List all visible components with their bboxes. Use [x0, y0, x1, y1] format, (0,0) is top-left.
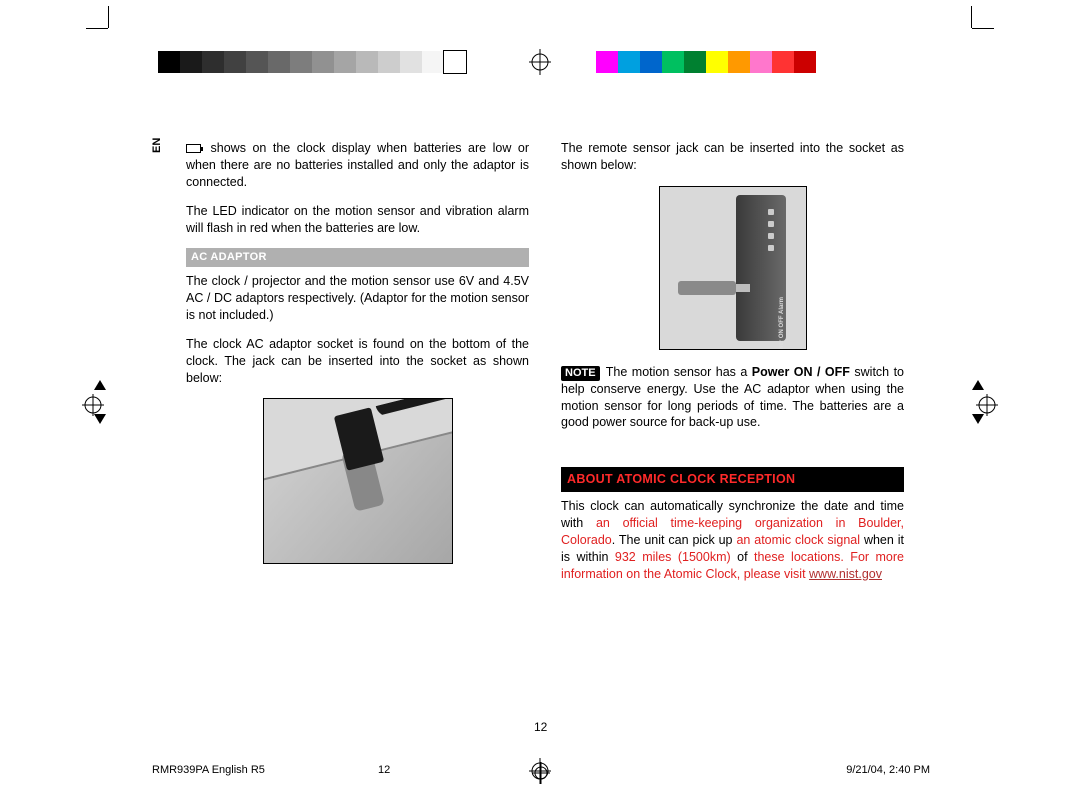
- language-badge: EN: [151, 135, 163, 153]
- trim-triangle: [972, 380, 984, 390]
- color-registration-bar: [596, 51, 816, 73]
- paragraph: shows on the clock display when batterie…: [186, 140, 529, 191]
- registration-target-left: [82, 394, 104, 416]
- paragraph: The clock / projector and the motion sen…: [186, 273, 529, 324]
- footer-doc-id: RMR939PA English R5: [152, 764, 265, 776]
- note-paragraph: NOTE The motion sensor has a Power ON / …: [561, 364, 904, 432]
- right-column: The remote sensor jack can be inserted i…: [561, 140, 904, 730]
- print-footer: RMR939PA English R5 12 9/21/04, 2:40 PM: [152, 764, 930, 776]
- note-chip: NOTE: [561, 366, 600, 381]
- footer-registration-icon: [532, 762, 550, 787]
- text-highlight: an atomic clock signal: [736, 533, 860, 547]
- trim-triangle: [94, 414, 106, 424]
- page-number: 12: [534, 720, 547, 734]
- paragraph: The clock AC adaptor socket is found on …: [186, 336, 529, 387]
- footer-timestamp: 9/21/04, 2:40 PM: [846, 764, 930, 776]
- registration-target-top: [529, 49, 551, 71]
- text-bold: Power ON / OFF: [752, 365, 850, 379]
- text: of: [731, 550, 754, 564]
- paragraph: This clock can automatically synchronize…: [561, 498, 904, 582]
- text: The motion sensor has a: [602, 365, 752, 379]
- link-nist[interactable]: www.nist.gov: [809, 567, 882, 581]
- registration-target-right: [976, 394, 998, 416]
- paragraph: The LED indicator on the motion sensor a…: [186, 203, 529, 237]
- figure-clock-adaptor-socket: [263, 398, 453, 564]
- section-heading-ac-adaptor: AC ADAPTOR: [186, 248, 529, 267]
- figure-remote-sensor-jack: DC4.5V ON OFF Power ON OFF Alarm: [659, 186, 807, 350]
- page-content: shows on the clock display when batterie…: [186, 140, 904, 730]
- trim-triangle: [972, 414, 984, 424]
- trim-triangle: [94, 380, 106, 390]
- text: shows on the clock display when batterie…: [186, 141, 529, 189]
- paragraph: The remote sensor jack can be inserted i…: [561, 140, 904, 174]
- left-column: shows on the clock display when batterie…: [186, 140, 529, 730]
- section-heading-atomic-clock: ABOUT ATOMIC CLOCK RECEPTION: [561, 467, 904, 492]
- text: . The unit can pick up: [612, 533, 737, 547]
- text-highlight: 932 miles (1500km): [615, 550, 731, 564]
- figure-label-text: DC4.5V ON OFF Power ON OFF Alarm: [778, 297, 786, 350]
- low-battery-icon: [186, 144, 201, 153]
- grayscale-registration-bar: [158, 51, 466, 73]
- footer-page: 12: [378, 764, 390, 776]
